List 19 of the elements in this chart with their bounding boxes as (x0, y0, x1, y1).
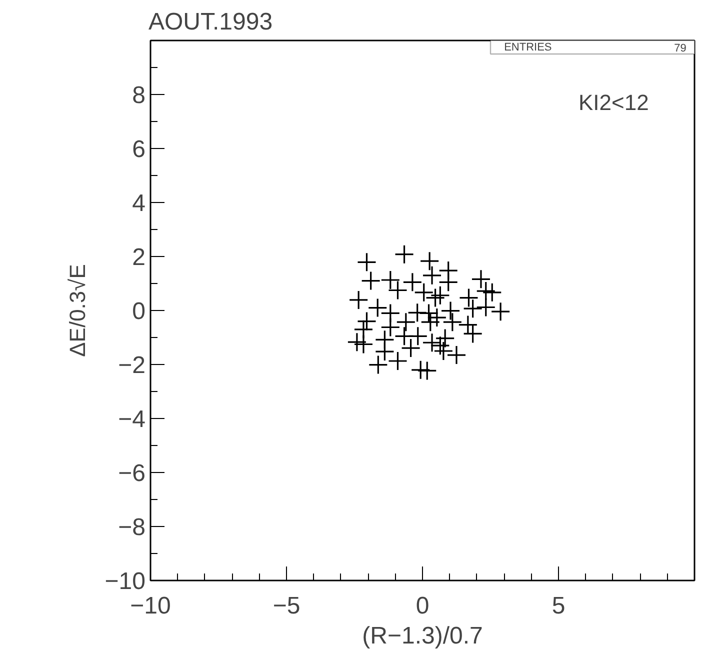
y-tick-label: −2 (118, 352, 146, 379)
y-axis-title: ΔE/0.3√E (64, 264, 90, 357)
annotation: KI2<12 (578, 90, 649, 115)
y-tick-label: 4 (132, 190, 146, 217)
x-tick-label: −5 (272, 592, 300, 620)
y-tick-label: −6 (118, 460, 146, 487)
y-tick-label: −4 (118, 406, 146, 433)
y-tick-label: 8 (132, 82, 146, 109)
y-tick-label: 6 (132, 136, 146, 163)
x-axis-title: (R−1.3)/0.7 (362, 622, 483, 650)
y-tick-label: 2 (132, 244, 146, 271)
x-tick-label: 0 (416, 592, 430, 620)
annotation: 79 (674, 42, 686, 54)
x-tick-label: 5 (552, 592, 566, 620)
y-tick-label: 0 (132, 298, 146, 325)
y-tick-label: −8 (118, 514, 146, 541)
annotation: ENTRIES (504, 41, 552, 54)
y-tick-label: −10 (104, 568, 146, 595)
chart-title: AOUT.1993 (148, 8, 273, 36)
